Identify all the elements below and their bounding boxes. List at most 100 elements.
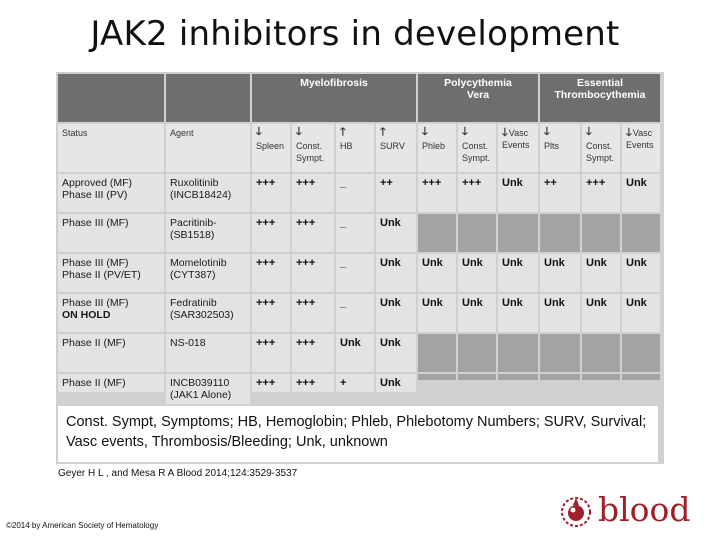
value-hb: _ <box>340 257 347 269</box>
down-arrow-icon: 🡓 <box>296 126 302 138</box>
value-phleb: Unk <box>422 257 443 269</box>
header-blank-agent <box>166 74 250 122</box>
value-cell: +++ <box>292 294 334 332</box>
value-cell: _ <box>336 254 374 292</box>
column-header-mf-const: 🡓 Const. Sympt. <box>292 124 334 172</box>
status-text-line: Phase II (MF) <box>62 337 126 349</box>
value-et-vasc: Unk <box>626 257 647 269</box>
agent-name-line: (SAR302503) <box>170 309 234 321</box>
value-cell: + <box>336 374 374 392</box>
status-cell: Approved (MF) Phase III (PV) <box>58 174 164 212</box>
column-header-pv-const: 🡓 Const. Sympt. <box>458 124 496 172</box>
value-const: +++ <box>296 377 316 389</box>
status-text-line: Phase III (MF) <box>62 297 129 309</box>
column-header-label: Status <box>62 128 88 138</box>
value-pv-vasc: Unk <box>502 297 523 309</box>
column-header-pv-phleb: 🡓 Phleb <box>418 124 456 172</box>
empty-cell <box>418 334 456 372</box>
empty-cell <box>498 214 538 252</box>
value-cell: +++ <box>252 334 290 372</box>
empty-cell <box>498 334 538 372</box>
value-cell: +++ <box>418 174 456 212</box>
value-et-vasc: Unk <box>626 177 647 189</box>
value-cell: Unk <box>540 254 580 292</box>
column-header-label: Phleb <box>422 141 446 151</box>
agent-cell: Momelotinib (CYT387) <box>166 254 250 292</box>
empty-cell <box>540 374 580 380</box>
value-cell: +++ <box>292 374 334 392</box>
column-header-mf-spleen: 🡓 Spleen <box>252 124 290 172</box>
down-arrow-icon: 🡓 <box>586 126 592 138</box>
empty-cell <box>582 334 620 372</box>
value-cell: _ <box>336 174 374 212</box>
column-header-label: HB <box>340 141 353 151</box>
group-header-polycythemia-vera: Polycythemia Vera <box>418 74 538 122</box>
value-surv: Unk <box>380 337 401 349</box>
status-cell: Phase III (MF) <box>58 214 164 252</box>
agent-name-line: Pacritinib- <box>170 217 217 229</box>
value-hb: _ <box>340 177 347 189</box>
empty-cell <box>540 334 580 372</box>
empty-cell <box>458 334 496 372</box>
value-cell: +++ <box>252 254 290 292</box>
value-surv: Unk <box>380 257 401 269</box>
value-const: +++ <box>296 217 316 229</box>
status-cell: Phase II (MF) <box>58 374 164 392</box>
column-header-mf-surv: 🡑 SURV <box>376 124 416 172</box>
status-cell: Phase III (MF) ON HOLD <box>58 294 164 332</box>
abbreviations-footnote: Const. Sympt, Symptoms; HB, Hemoglobin; … <box>58 406 658 462</box>
status-text-line: Phase III (MF) <box>62 257 129 269</box>
value-cell: +++ <box>252 294 290 332</box>
status-text-line: Phase II (PV/ET) <box>62 269 141 281</box>
value-cell: +++ <box>582 174 620 212</box>
agent-name-line: Fedratinib <box>170 297 217 309</box>
empty-cell <box>458 374 496 380</box>
up-arrow-icon: 🡑 <box>340 126 346 138</box>
agent-cell: INCB039110 (JAK1 Alone) <box>166 374 250 404</box>
agent-name-line: (SB1518) <box>170 229 215 241</box>
value-surv: Unk <box>380 217 401 229</box>
value-cell: ++ <box>540 174 580 212</box>
value-const: +++ <box>296 177 316 189</box>
value-cell: +++ <box>292 174 334 212</box>
status-cell: Phase II (MF) <box>58 334 164 372</box>
up-arrow-icon: 🡑 <box>380 126 386 138</box>
value-cell: Unk <box>418 254 456 292</box>
value-cell: Unk <box>540 294 580 332</box>
value-cell: Unk <box>622 254 660 292</box>
value-plts: Unk <box>544 297 565 309</box>
copyright-notice: ©2014 by American Society of Hematology <box>6 521 159 530</box>
value-hb: Unk <box>340 337 361 349</box>
value-cell: Unk <box>376 254 416 292</box>
jak2-inhibitors-table: Myelofibrosis Polycythemia Vera Essential Th… <box>56 72 664 464</box>
value-pv-vasc: Unk <box>502 257 523 269</box>
empty-cell <box>622 214 660 252</box>
value-hb: _ <box>340 297 347 309</box>
value-spleen: +++ <box>256 257 276 269</box>
column-header-et-const: 🡓 Const. Sympt. <box>582 124 620 172</box>
agent-name-line: NS-018 <box>170 337 206 349</box>
value-cell: ++ <box>376 174 416 212</box>
value-et-const: Unk <box>586 297 607 309</box>
empty-cell <box>458 214 496 252</box>
agent-name-line: (JAK1 Alone) <box>170 389 232 401</box>
empty-cell <box>418 214 456 252</box>
value-cell: +++ <box>458 174 496 212</box>
value-const: +++ <box>296 297 316 309</box>
value-spleen: +++ <box>256 337 276 349</box>
down-arrow-icon: 🡓 <box>502 127 508 139</box>
status-text-line: Phase II (MF) <box>62 377 126 389</box>
empty-cell <box>582 214 620 252</box>
column-header-mf-hb: 🡑 HB <box>336 124 374 172</box>
value-spleen: +++ <box>256 177 276 189</box>
value-const: +++ <box>296 257 316 269</box>
value-cell: +++ <box>252 174 290 212</box>
value-pv-const: Unk <box>462 257 483 269</box>
column-header-agent: Agent <box>166 124 250 172</box>
agent-name-line: Momelotinib <box>170 257 227 269</box>
value-cell: +++ <box>292 254 334 292</box>
column-header-label: Vasc Events <box>502 128 530 150</box>
agent-name-line: (CYT387) <box>170 269 216 281</box>
value-cell: Unk <box>622 174 660 212</box>
value-phleb: +++ <box>422 177 442 189</box>
